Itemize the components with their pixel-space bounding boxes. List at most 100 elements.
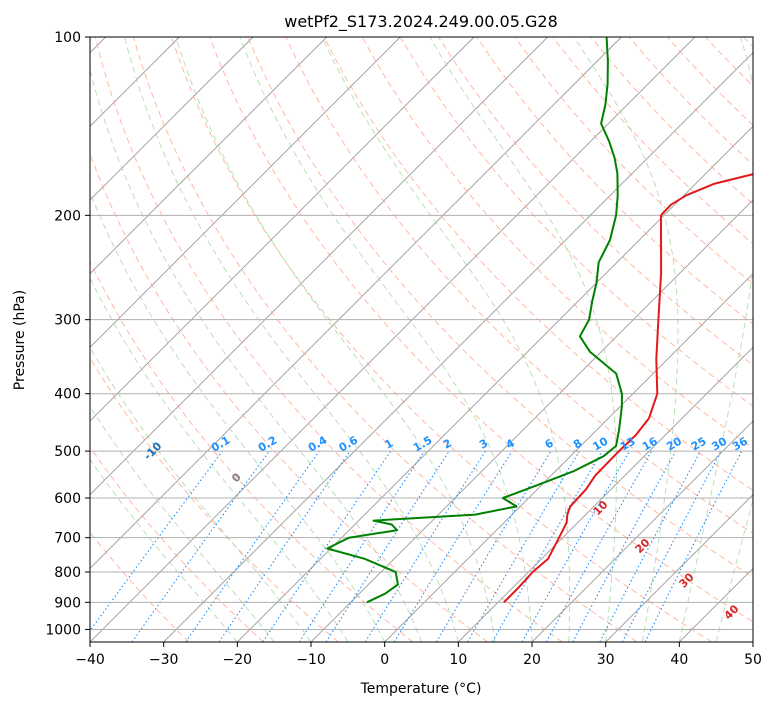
mixing-ratio-line [644,450,743,642]
mixing-ratio-label: 2 [441,437,454,452]
mixing-ratio-line [325,450,450,642]
y-tick-label: 400 [54,387,81,403]
x-tick-label: 50 [744,652,762,668]
isotherm-line [90,37,696,642]
dry-adiabat [94,37,563,642]
moist-adiabat-label: 40 [722,602,742,622]
dry-adiabat [171,37,712,642]
y-tick-label: 600 [54,491,81,507]
moist-adiabat [239,37,533,642]
dry-adiabat [90,152,488,642]
moist-adiabat [715,498,753,642]
isotherm-line [90,37,254,201]
y-tick-label: 100 [54,30,81,46]
x-tick-label: −30 [149,652,179,668]
moist-adiabat [90,346,312,642]
dry-adiabat [704,37,753,87]
dry-adiabat [323,37,753,491]
moist-adiabat [573,37,679,642]
profile-lines [326,37,753,604]
isotherm-line [679,567,753,642]
moist-adiabat [321,37,571,642]
moist-adiabat [90,67,422,642]
isotherm-line [237,125,753,642]
mixing-ratio-line [364,450,486,642]
mixing-ratio-line [545,450,653,642]
x-tick-label: −20 [223,652,253,668]
dry-adiabat [438,37,753,366]
dry-adiabat [90,356,339,642]
isotherm-line [605,494,753,642]
isotherm-line [90,37,327,275]
dry-adiabat [247,37,753,578]
y-axis: 100 200 300 400 500 600 700 800 900 1000 [45,30,90,638]
dry-adiabat [90,446,264,642]
moist-adiabat [429,37,617,642]
mixing-ratio-line [131,450,270,642]
isotherm-line [310,199,753,642]
x-axis-label: Temperature (°C) [360,681,482,697]
mixing-ratio-line [298,450,425,642]
x-tick-label: 0 [380,652,389,668]
y-tick-label: 800 [54,565,81,581]
moist-adiabat [175,37,496,642]
x-tick-label: −40 [75,652,105,668]
mixing-ratio-label: 6 [543,436,556,451]
mixing-ratio-line [467,450,580,642]
moist-adiabat [90,277,349,642]
temperature-line [503,173,753,604]
moist-adiabat [678,37,753,642]
x-tick-label: −10 [296,652,326,668]
moist-adiabat-label: 10 [591,498,611,518]
mixing-ratio-line [435,450,552,642]
dry-adiabat [476,37,753,325]
x-tick-label: 30 [597,652,615,668]
chart-title: wetPf2_S173.2024.249.00.05.G28 [284,12,558,32]
isotherm-line [90,37,548,496]
dry-adiabat [666,37,753,126]
dry-adiabat [209,37,753,623]
x-tick-label: 40 [670,652,688,668]
x-tick-label: 20 [523,652,541,668]
dry-adiabat-label: -30 [0,370,3,393]
dewpoint-line [326,37,623,604]
isotherm-line [531,420,753,642]
y-tick-label: 200 [54,208,81,224]
dry-adiabat-label: -10 [141,439,164,462]
dry-adiabat [514,37,753,285]
isotherm-line [90,37,622,569]
dry-adiabat [90,531,190,642]
dry-adiabat [743,37,753,48]
y-tick-label: 700 [54,531,81,547]
mixing-ratio-line [90,450,223,632]
plot-frame [89,36,754,643]
moist-adiabat [90,458,238,642]
mixing-ratio-label: 4 [504,436,517,451]
x-tick-label: 10 [449,652,467,668]
dry-adiabat [132,37,638,642]
dry-adiabat [285,37,753,535]
mixing-ratio-line [262,450,392,642]
mixing-ratio-line [572,450,677,642]
dry-adiabat-label: -20 [59,407,82,430]
isotherm-line [384,273,753,642]
dry-adiabat [90,261,414,642]
moist-adiabat [90,405,275,642]
isotherm-line [752,641,753,642]
y-tick-label: 500 [54,444,81,460]
mixing-ratio-line [393,450,513,642]
isotherm-line [458,346,753,642]
moist-adiabat [124,37,459,642]
isotherm-line [90,37,475,422]
y-axis-label: Pressure (hPa) [12,290,28,390]
y-tick-label: 900 [54,595,81,611]
moist-adiabat [752,640,753,642]
mixing-ratio-line [521,450,630,642]
pressure-gridlines [90,37,753,630]
isotherm-line [163,52,753,642]
dry-adiabat [590,37,753,205]
mixing-ratio-line [218,450,351,642]
y-tick-label: 1000 [45,622,81,638]
moist-adiabat [90,190,386,642]
